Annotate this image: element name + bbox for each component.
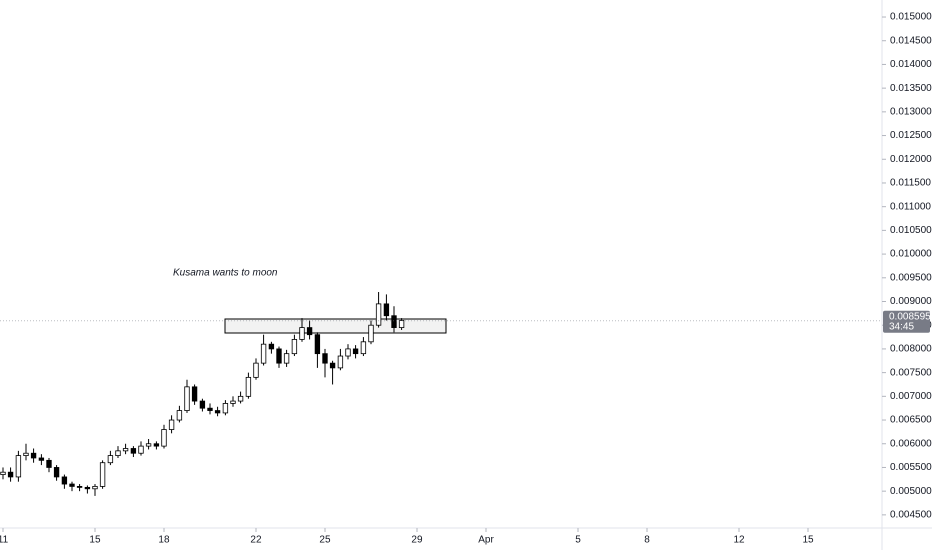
candle-body <box>46 459 52 468</box>
candle-body <box>245 376 252 397</box>
candle-body <box>329 362 336 369</box>
candle-body <box>7 471 14 478</box>
candle-body <box>207 407 213 411</box>
y-tick-label: 0.005000 <box>890 486 932 497</box>
y-tick-label: 0.011500 <box>890 178 931 189</box>
y-tick-label: 0.012500 <box>890 130 932 141</box>
y-tick-label: 0.006000 <box>890 438 932 449</box>
last-price-label: 0.008595 <box>889 311 931 322</box>
candle-body <box>237 395 244 402</box>
y-tick-label: 0.006500 <box>890 415 932 426</box>
x-tick-label: 12 <box>733 535 745 546</box>
candle-body <box>15 455 22 478</box>
y-tick-label: 0.013500 <box>890 83 932 94</box>
y-tick-label: 0.009500 <box>890 272 932 283</box>
x-tick-label: 29 <box>411 535 423 546</box>
candle-body <box>314 334 321 355</box>
candle-body <box>161 429 167 447</box>
y-tick-label: 0.014500 <box>890 35 932 46</box>
zone-rectangle <box>224 318 447 334</box>
candle-body <box>138 445 144 454</box>
x-tick-label: 22 <box>250 535 262 546</box>
candle-body <box>130 448 137 454</box>
candle-body <box>153 443 160 447</box>
candle-body <box>199 400 206 409</box>
candle-body <box>253 362 259 378</box>
y-tick-label: 0.013000 <box>890 106 932 117</box>
candle-body <box>299 327 305 340</box>
candle-body <box>61 476 68 485</box>
candle-body <box>168 419 175 430</box>
candle-body <box>145 443 152 447</box>
x-tick-label: 18 <box>158 535 170 546</box>
candle-body <box>291 339 298 355</box>
candle-body <box>92 486 98 490</box>
annotation-text: Kusama wants to moon <box>173 268 278 279</box>
y-tick-label: 0.015000 <box>890 12 932 23</box>
x-tick-label: 11 <box>0 535 9 546</box>
x-tick-label: 5 <box>575 535 581 546</box>
candle-body <box>337 355 344 369</box>
candle-body <box>360 341 367 355</box>
y-tick-label: 0.012000 <box>890 154 932 165</box>
candle-body <box>260 343 267 364</box>
y-tick-label: 0.005500 <box>890 462 932 473</box>
candle-body <box>115 450 121 456</box>
y-tick-label: 0.011000 <box>890 201 931 212</box>
x-tick-label: Apr <box>478 535 494 546</box>
candle-body <box>38 457 45 461</box>
candle-body <box>368 324 374 343</box>
candle-body <box>69 483 75 487</box>
candle-body <box>375 303 382 326</box>
candle-body <box>352 348 359 355</box>
candle-body <box>230 400 236 404</box>
y-tick-label: 0.010000 <box>890 249 932 260</box>
candle-body <box>214 410 221 414</box>
candle-body <box>184 386 190 411</box>
x-tick-label: 8 <box>644 535 650 546</box>
candle-body <box>398 320 405 328</box>
candle-body <box>322 353 328 364</box>
candle-body <box>268 343 275 350</box>
y-tick-label: 0.007000 <box>890 391 932 402</box>
y-tick-label: 0.010500 <box>890 225 932 236</box>
x-tick-label: 15 <box>802 535 814 546</box>
candle-body <box>0 471 6 475</box>
y-tick-label: 0.004500 <box>890 510 932 521</box>
candle-body <box>176 410 183 421</box>
candle-body <box>84 486 91 490</box>
candle-body <box>283 353 290 364</box>
candle-body <box>53 467 60 478</box>
candle-body <box>222 403 229 414</box>
candle-body <box>391 315 397 328</box>
candle-body <box>276 348 282 364</box>
y-tick-label: 0.014000 <box>890 59 932 70</box>
candle-body <box>76 486 83 488</box>
y-tick-label: 0.009000 <box>890 296 932 307</box>
x-tick-label: 15 <box>89 535 101 546</box>
candle-body <box>107 455 114 464</box>
last-price-box <box>883 310 930 333</box>
y-tick-label: 0.007500 <box>890 367 932 378</box>
x-tick-label: 25 <box>319 535 331 546</box>
candle-body <box>23 452 29 456</box>
candle-body <box>306 327 313 336</box>
candle-body <box>345 348 351 357</box>
countdown-label: 34:45 <box>889 321 914 332</box>
candle-body <box>122 448 129 452</box>
candle-body <box>30 452 37 459</box>
candle-body <box>99 462 106 487</box>
candle-body <box>191 386 198 402</box>
candle-body <box>383 303 390 317</box>
y-tick-label: 0.008000 <box>890 344 932 355</box>
